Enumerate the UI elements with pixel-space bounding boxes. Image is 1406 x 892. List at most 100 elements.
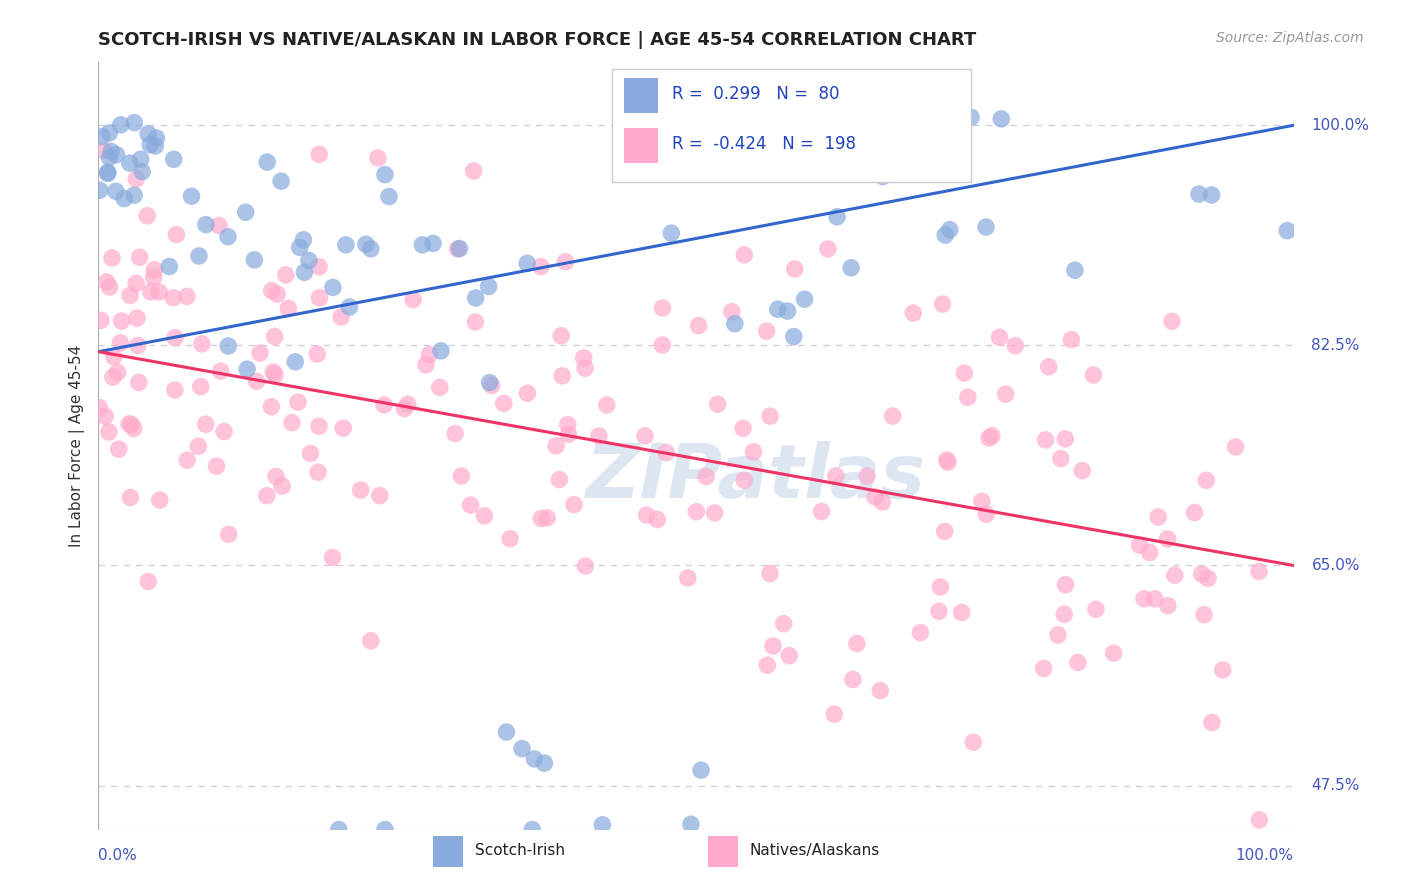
Point — [180, 189, 202, 203]
Point — [1161, 314, 1184, 328]
Point — [263, 329, 285, 343]
Point — [776, 304, 799, 318]
Point — [510, 741, 533, 756]
Point — [934, 228, 956, 243]
Point — [101, 251, 124, 265]
Point — [1197, 571, 1219, 585]
Point — [1038, 359, 1060, 374]
Point — [839, 260, 862, 275]
Point — [208, 219, 231, 233]
Point — [1147, 510, 1170, 524]
Point — [772, 616, 794, 631]
Point — [194, 218, 217, 232]
Point — [1032, 661, 1054, 675]
Point — [89, 183, 111, 197]
Point — [706, 397, 728, 411]
Point — [328, 822, 350, 837]
Point — [755, 324, 778, 338]
Point — [330, 310, 353, 324]
Point — [125, 277, 148, 291]
Point — [956, 390, 979, 404]
Point — [1143, 591, 1166, 606]
Point — [574, 361, 596, 376]
Point — [499, 532, 522, 546]
Point — [89, 401, 111, 415]
Point — [1064, 263, 1087, 277]
Point — [931, 297, 953, 311]
Point — [817, 242, 839, 256]
Point — [100, 145, 122, 159]
Point — [872, 495, 894, 509]
Point — [548, 473, 571, 487]
Point — [950, 606, 973, 620]
Point — [1192, 607, 1215, 622]
Point — [651, 338, 673, 352]
Point — [97, 425, 120, 439]
Point — [478, 376, 501, 390]
Point — [90, 313, 112, 327]
Point — [110, 314, 132, 328]
Point — [394, 401, 416, 416]
Point — [163, 383, 186, 397]
Point — [474, 508, 496, 523]
Point — [129, 152, 152, 166]
Point — [550, 328, 572, 343]
Point — [546, 439, 568, 453]
Point — [127, 338, 149, 352]
Point — [825, 469, 848, 483]
Point — [101, 370, 124, 384]
Point — [429, 380, 451, 394]
Point — [1139, 545, 1161, 559]
Point — [339, 300, 361, 314]
Point — [98, 126, 121, 140]
Point — [139, 285, 162, 299]
Point — [1053, 607, 1076, 622]
Point — [845, 636, 868, 650]
Point — [1054, 432, 1077, 446]
Point — [1195, 474, 1218, 488]
Point — [935, 453, 957, 467]
Point — [557, 427, 579, 442]
Point — [825, 210, 848, 224]
Point — [122, 188, 145, 202]
Point — [249, 346, 271, 360]
Point — [418, 347, 440, 361]
Point — [492, 396, 515, 410]
Point — [143, 139, 166, 153]
Point — [149, 493, 172, 508]
Point — [90, 129, 112, 144]
Point — [869, 683, 891, 698]
Point — [142, 270, 165, 285]
Point — [970, 494, 993, 508]
Point — [536, 511, 558, 525]
Text: R =  -0.424   N =  198: R = -0.424 N = 198 — [672, 136, 856, 153]
Point — [209, 364, 232, 378]
Point — [733, 248, 755, 262]
Point — [374, 168, 396, 182]
Point — [588, 429, 610, 443]
Point — [430, 343, 453, 358]
Point — [110, 118, 132, 132]
Point — [322, 280, 344, 294]
Point — [645, 512, 668, 526]
Point — [562, 498, 585, 512]
Point — [856, 469, 879, 483]
Point — [1102, 646, 1125, 660]
Point — [1188, 187, 1211, 202]
Point — [1201, 715, 1223, 730]
Point — [165, 227, 187, 242]
Point — [1191, 567, 1213, 582]
Point — [960, 111, 983, 125]
Point — [1084, 602, 1107, 616]
Point — [495, 725, 517, 739]
Point — [125, 311, 148, 326]
Point — [903, 306, 925, 320]
Point — [277, 301, 299, 316]
Point — [533, 756, 555, 771]
Point — [793, 292, 815, 306]
Point — [307, 347, 329, 361]
Point — [236, 362, 259, 376]
Point — [350, 483, 373, 497]
Point — [107, 365, 129, 379]
Point — [988, 330, 1011, 344]
